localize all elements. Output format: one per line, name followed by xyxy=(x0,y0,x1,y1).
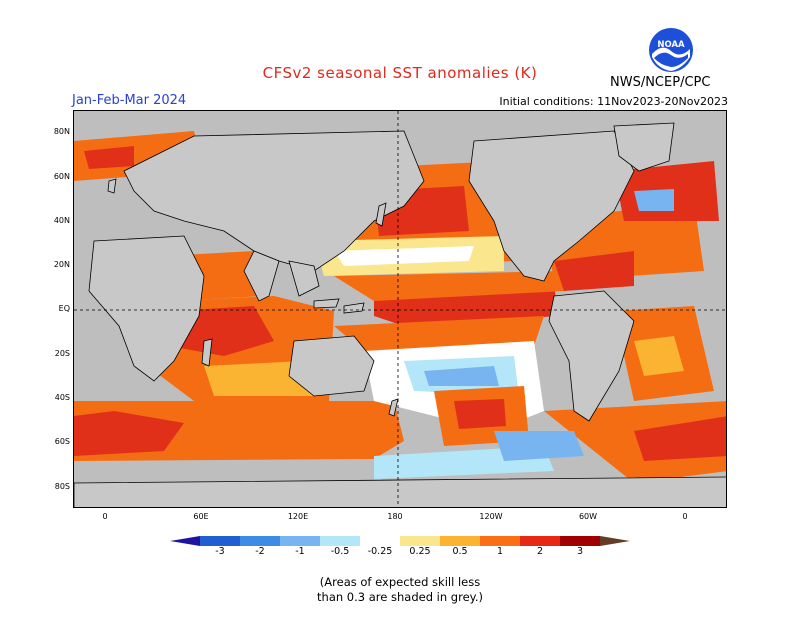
colorbar xyxy=(170,533,630,552)
initial-conditions: Initial conditions: 11Nov2023-20Nov2023 xyxy=(499,95,728,108)
colorbar-label: 0.25 xyxy=(409,546,431,557)
colorbar-label: -0.25 xyxy=(367,546,393,557)
lat-label-80s: 80S xyxy=(54,482,70,491)
south-america xyxy=(548,290,635,422)
colorbar-max-arrow xyxy=(600,536,630,546)
lat-label-20n: 20N xyxy=(53,260,70,269)
colorbar-swatch xyxy=(320,536,360,546)
lon-label-0-right: 0 xyxy=(682,512,688,521)
lon-label-120w: 120W xyxy=(479,512,503,521)
anomaly-southern-ocean-red xyxy=(74,411,184,456)
colorbar-swatch xyxy=(200,536,240,546)
lon-label-60e: 60E xyxy=(193,512,209,521)
footnote-line-2: than 0.3 are shaded in grey.) xyxy=(317,590,483,604)
africa xyxy=(88,235,205,382)
india xyxy=(243,250,280,302)
footnote: (Areas of expected skill less than 0.3 a… xyxy=(0,575,800,605)
noaa-logo: NOAA xyxy=(648,27,694,73)
colorbar-label: -2 xyxy=(255,546,265,557)
colorbar-label: -1 xyxy=(295,546,305,557)
agency-label: NWS/NCEP/CPC xyxy=(610,75,711,90)
australia xyxy=(288,335,375,397)
colorbar-label: -3 xyxy=(215,546,225,557)
colorbar-swatch xyxy=(560,536,600,546)
chart-title: CFSv2 seasonal SST anomalies (K) xyxy=(262,64,538,82)
colorbar-label: -0.5 xyxy=(330,546,350,557)
greenland xyxy=(613,122,675,172)
lat-label-40s: 40S xyxy=(54,393,70,402)
colorbar-label: 0.5 xyxy=(452,546,468,557)
lat-label-20s: 20S xyxy=(54,349,70,358)
colorbar-swatch xyxy=(440,536,480,546)
colorbar-swatch xyxy=(400,536,440,546)
lon-label-120e: 120E xyxy=(287,512,309,521)
colorbar-swatch xyxy=(480,536,520,546)
sst-anomaly-map xyxy=(73,110,727,508)
lat-label-60s: 60S xyxy=(54,437,70,446)
lon-label-180: 180 xyxy=(387,512,403,521)
footnote-line-1: (Areas of expected skill less xyxy=(319,575,481,589)
continents xyxy=(74,122,726,507)
colorbar-swatch xyxy=(240,536,280,546)
svg-text:NOAA: NOAA xyxy=(657,40,685,50)
colorbar-label: 1 xyxy=(496,546,504,557)
lat-label-60n: 60N xyxy=(53,172,70,181)
colorbar-label: 3 xyxy=(576,546,584,557)
colorbar-label: 2 xyxy=(536,546,544,557)
colorbar-min-arrow xyxy=(170,536,200,546)
lat-label-eq: EQ xyxy=(58,304,70,313)
colorbar-swatch xyxy=(360,536,400,546)
lon-label-0: 0 xyxy=(102,512,108,521)
colorbar-swatch xyxy=(520,536,560,546)
lon-label-60w: 60W xyxy=(578,512,598,521)
forecast-period: Jan-Feb-Mar 2024 xyxy=(72,93,187,108)
lat-label-80n: 80N xyxy=(53,127,70,136)
lat-label-40n: 40N xyxy=(53,216,70,225)
antarctica xyxy=(74,476,726,507)
colorbar-swatch xyxy=(280,536,320,546)
